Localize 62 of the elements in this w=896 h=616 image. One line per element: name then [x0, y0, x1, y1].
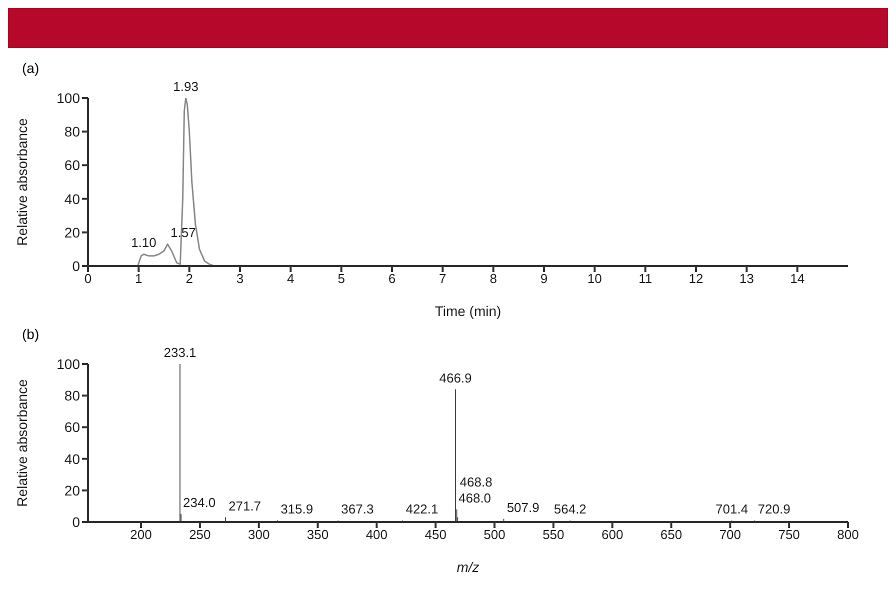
y-tick-label: 20 [64, 482, 80, 498]
annotation: 367.3 [341, 501, 374, 516]
x-axis-title: m/z [456, 559, 480, 575]
annotation: 701.4 [716, 501, 748, 516]
x-tick-label: 200 [130, 527, 152, 542]
x-tick-label: 550 [542, 527, 564, 542]
y-axis-title: Relative absorbance [14, 118, 30, 246]
x-tick-label: 250 [189, 527, 211, 542]
x-tick-label: 13 [739, 271, 754, 286]
y-axis-title: Relative absorbance [14, 378, 30, 507]
x-tick-label: 11 [638, 271, 652, 286]
y-tick-label: 40 [64, 450, 80, 467]
annotation: 466.9 [439, 370, 472, 386]
x-tick-label: 3 [236, 271, 244, 286]
x-tick-label: 300 [248, 527, 270, 542]
y-tick-label: 100 [56, 356, 80, 372]
y-tick-label: 60 [64, 157, 80, 174]
x-tick-label: 500 [484, 527, 506, 542]
annotation: 1.57 [170, 225, 196, 240]
x-tick-label: 4 [287, 271, 294, 286]
y-tick-label: 60 [64, 419, 80, 436]
annotation: 422.1 [406, 501, 438, 516]
chart-title: (a) [22, 60, 40, 76]
x-tick-label: 450 [424, 527, 446, 542]
annotation: 564.2 [554, 501, 586, 516]
x-tick-label: 5 [338, 271, 345, 286]
y-tick-label: 80 [64, 388, 80, 404]
x-tick-label: 800 [837, 527, 859, 542]
chart-title: (b) [22, 326, 40, 342]
x-tick-label: 6 [388, 271, 396, 286]
x-tick-label: 0 [84, 271, 92, 286]
x-tick-label: 650 [660, 527, 682, 542]
annotation: 233.1 [164, 345, 196, 360]
x-tick-label: 9 [540, 271, 548, 286]
annotation: 315.9 [280, 501, 314, 516]
x-tick-label: 1 [135, 271, 142, 286]
annotation: 468.0 [458, 490, 492, 506]
y-tick-label: 80 [64, 124, 80, 140]
annotation: 720.9 [758, 501, 790, 516]
x-tick-label: 750 [778, 527, 800, 542]
x-tick-label: 400 [366, 527, 388, 542]
annotation: 1.10 [131, 235, 156, 250]
annotation: 271.7 [228, 498, 262, 514]
x-tick-label: 700 [719, 527, 742, 542]
x-tick-label: 10 [587, 271, 602, 286]
x-tick-label: 14 [790, 271, 805, 286]
x-tick-label: 12 [688, 271, 704, 286]
x-axis-title: Time (min) [434, 303, 502, 319]
x-tick-label: 7 [439, 271, 446, 286]
annotation: 234.0 [183, 495, 216, 510]
x-tick-label: 350 [306, 527, 329, 542]
x-tick-label: 600 [601, 527, 624, 542]
annotation: 507.9 [506, 500, 540, 515]
x-tick-label: 2 [186, 271, 193, 286]
y-tick-label: 0 [72, 514, 80, 530]
y-tick-label: 100 [56, 90, 80, 106]
y-tick-label: 0 [72, 258, 80, 274]
annotation: 468.8 [460, 474, 492, 490]
y-tick-label: 40 [64, 190, 80, 207]
x-tick-label: 8 [490, 271, 497, 286]
annotation: 1.93 [173, 79, 198, 94]
y-tick-label: 20 [64, 224, 80, 240]
